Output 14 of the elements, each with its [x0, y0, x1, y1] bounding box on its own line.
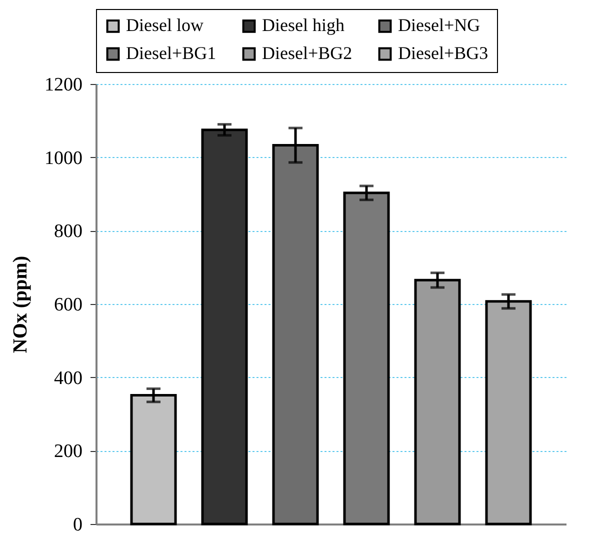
legend-label: Diesel+BG1 — [126, 43, 216, 63]
y-tick-label: 1200 — [44, 74, 82, 96]
y-tick-label: 800 — [54, 221, 82, 242]
y-axis-title: NOx (ppm) — [10, 256, 32, 354]
legend-label: Diesel+BG3 — [398, 43, 488, 63]
y-tick-label: 1000 — [44, 148, 82, 169]
legend-label: Diesel+BG2 — [262, 43, 352, 63]
legend-label: Diesel low — [126, 15, 204, 36]
y-tick-label: 0 — [73, 514, 82, 536]
y-tick-label: 600 — [54, 294, 82, 316]
y-tick-label: 200 — [54, 441, 82, 462]
legend-label: Diesel high — [262, 15, 344, 36]
legend-label: Diesel+NG — [398, 15, 480, 36]
y-tick-label: 400 — [54, 368, 82, 389]
